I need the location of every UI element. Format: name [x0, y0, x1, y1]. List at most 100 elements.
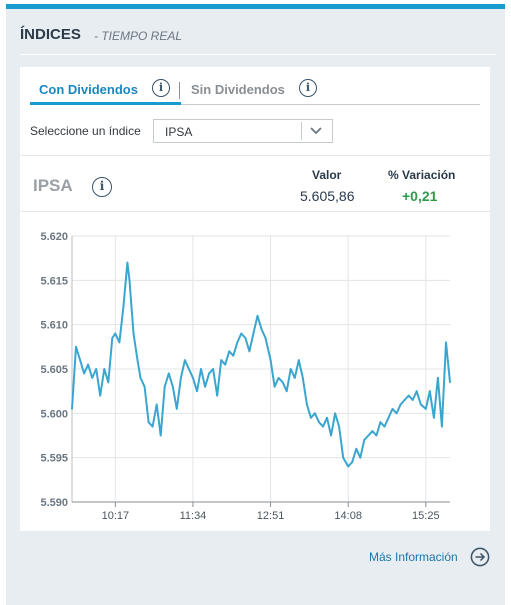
data-point — [407, 394, 410, 397]
data-point — [322, 425, 324, 428]
index-name: IPSA — [33, 176, 73, 195]
data-point — [391, 408, 394, 410]
data-point — [118, 341, 121, 344]
data-point — [159, 434, 162, 437]
index-value: 5.605,86 — [300, 188, 355, 204]
data-point — [342, 456, 345, 459]
data-point — [139, 377, 142, 379]
data-point — [224, 363, 227, 366]
info-icon[interactable]: i — [92, 177, 112, 197]
data-point — [306, 403, 308, 406]
data-point — [334, 412, 336, 415]
data-point — [371, 430, 374, 432]
index-select-value: IPSA — [165, 125, 193, 139]
data-point — [180, 377, 182, 379]
data-point — [273, 385, 276, 388]
index-select-label: Seleccione un índice — [30, 124, 141, 138]
index-divider — [20, 211, 490, 212]
data-point — [204, 385, 207, 388]
data-point — [289, 368, 292, 370]
data-point — [403, 399, 406, 401]
data-point — [114, 332, 117, 335]
data-point — [240, 332, 243, 335]
widget-title: ÍNDICES — [20, 26, 81, 43]
data-point — [175, 408, 178, 410]
data-point — [220, 359, 223, 361]
data-point — [395, 412, 398, 415]
arrow-right-circle-icon[interactable] — [470, 547, 490, 567]
data-point — [363, 439, 366, 441]
data-point — [441, 425, 443, 428]
data-point — [326, 416, 328, 419]
info-icon[interactable]: i — [299, 79, 317, 97]
data-point — [277, 377, 280, 379]
data-point — [155, 403, 158, 406]
data-point — [122, 306, 125, 308]
data-point — [184, 359, 186, 361]
data-point — [383, 425, 386, 428]
widget-subtitle: - TIEMPO REAL — [94, 29, 183, 43]
data-point — [212, 368, 215, 370]
tab-con-dividendos[interactable]: Con Dividendos — [39, 82, 138, 97]
data-point — [301, 377, 304, 379]
data-point — [419, 403, 422, 406]
intraday-line-chart: 5.620 5.615 5.610 5.605 5.600 5.595 5.590 10:17… — [40, 231, 451, 522]
data-point — [192, 377, 194, 379]
top-accent-bar — [6, 4, 505, 9]
data-point — [379, 421, 382, 424]
data-point — [208, 372, 211, 375]
data-point — [99, 394, 102, 397]
data-point — [200, 368, 202, 370]
data-point — [188, 368, 190, 370]
select-divider — [301, 122, 302, 140]
data-point — [415, 390, 418, 393]
data-point — [136, 359, 139, 361]
active-tab-indicator — [30, 102, 181, 105]
data-point — [236, 341, 239, 344]
y-tick-label: 5.620 — [40, 231, 68, 243]
data-point — [359, 456, 362, 459]
data-point — [375, 434, 378, 437]
y-tick-label: 5.600 — [40, 408, 68, 420]
data-point — [387, 416, 390, 419]
data-point — [445, 341, 447, 344]
data-point — [260, 328, 263, 330]
data-point — [293, 377, 296, 379]
data-point — [264, 337, 267, 339]
chevron-down-icon[interactable] — [309, 125, 323, 137]
data-point — [433, 416, 435, 419]
y-tick-label: 5.595 — [40, 453, 68, 465]
tabs-underline — [30, 104, 480, 105]
data-point — [126, 261, 129, 264]
data-point — [297, 359, 300, 361]
data-point — [91, 377, 94, 379]
data-point — [428, 390, 431, 393]
tab-sin-dividendos[interactable]: Sin Dividendos — [191, 82, 285, 97]
series-line — [71, 261, 451, 468]
data-point — [437, 377, 439, 379]
data-point — [256, 314, 259, 317]
selector-divider — [20, 155, 490, 156]
data-point — [128, 279, 131, 282]
data-point — [285, 390, 288, 393]
more-info-link[interactable]: Más Información — [369, 550, 458, 564]
data-point — [216, 394, 219, 397]
x-tick-label: 10:17 — [102, 510, 130, 522]
data-point — [281, 381, 284, 384]
tab-separator — [179, 82, 180, 99]
y-tick-label: 5.615 — [40, 275, 68, 287]
index-select[interactable]: IPSA — [153, 119, 333, 143]
data-point — [103, 368, 106, 370]
data-point — [87, 363, 89, 366]
y-tick-label: 5.605 — [40, 364, 68, 376]
data-point — [355, 447, 358, 450]
info-icon[interactable]: i — [152, 79, 170, 97]
data-point — [228, 350, 231, 353]
data-point — [338, 425, 340, 428]
x-tick-label: 11:34 — [180, 510, 207, 522]
data-point — [318, 421, 320, 424]
data-point — [163, 385, 166, 388]
data-point — [107, 381, 110, 384]
data-point — [132, 332, 135, 335]
data-point — [244, 337, 247, 339]
